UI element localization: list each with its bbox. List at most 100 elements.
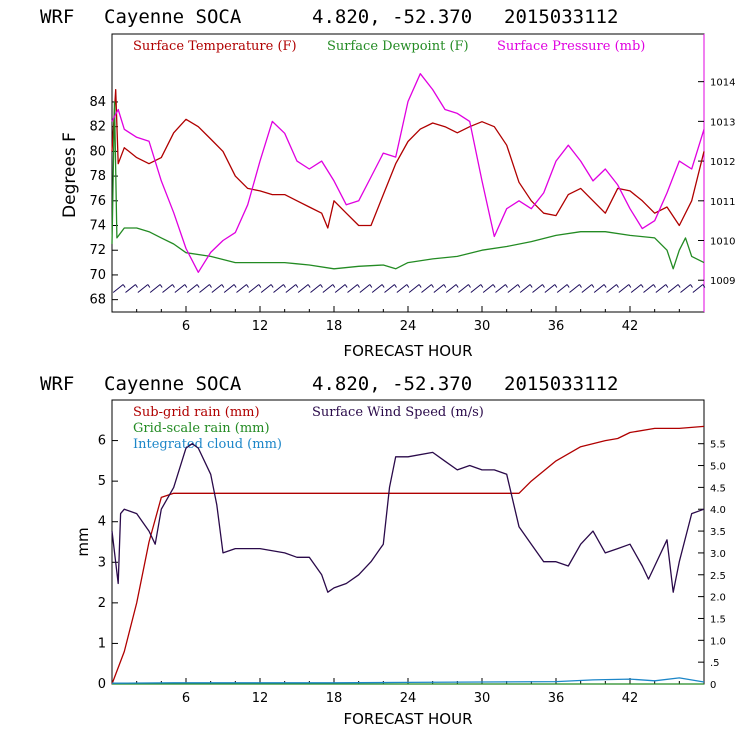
wind-barb-flag (554, 284, 558, 288)
y2-tick-label: 1012 (710, 157, 735, 168)
panel2-header-model: WRF (40, 373, 74, 395)
wind-barb (618, 284, 630, 293)
wind-barb-flag (566, 284, 570, 288)
subgrid-rain-line (111, 425, 705, 685)
panel1-y-ticks: 68 70 72 74 76 78 80 82 84 (89, 95, 118, 308)
panel2-y-ticks: 0 1 2 3 4 5 6 (98, 434, 118, 692)
wind-barb-flag (381, 284, 385, 288)
wind-barb-flag (702, 284, 706, 288)
panel2-series (111, 425, 705, 685)
y-tick-label: 4 (98, 515, 106, 530)
y-tick-label: 80 (89, 144, 106, 159)
wind-barb-flag (480, 284, 484, 288)
panel1-header-run: 2015033112 (504, 6, 618, 28)
legend-wind-speed: Surface Wind Speed (m/s) (312, 405, 484, 420)
panel2-y2-ticks: 0 .5 1.0 1.5 2.0 2.5 3.0 3.5 4.0 4.5 5.0 5.5 (698, 440, 726, 691)
wind-barb-flag (628, 284, 632, 288)
wind-barb-flag (443, 284, 447, 288)
x-tick-label: 18 (326, 319, 343, 334)
y2-tick-label: 3.5 (710, 527, 726, 538)
wind-barb-flag (295, 284, 299, 288)
wind-barb (371, 284, 383, 293)
x-tick-label: 18 (326, 691, 343, 706)
y-tick-label: 3 (98, 555, 106, 570)
wind-barb-flag (455, 284, 459, 288)
wind-barb (322, 284, 334, 293)
panel1-y2-ticks: 1009 1010 1011 1012 1013 1014 (698, 78, 735, 287)
wind-barb (149, 284, 161, 293)
wind-barb (310, 284, 321, 293)
legend-dewpoint: Surface Dewpoint (F) (327, 39, 469, 54)
wind-barb-flag (332, 284, 336, 288)
wind-barb (458, 284, 469, 293)
legend-subgrid-rain: Sub-grid rain (mm) (133, 405, 260, 420)
legend-integrated-cloud: Integrated cloud (mm) (133, 437, 282, 452)
pressure-line (111, 73, 705, 273)
y2-tick-label: 1013 (710, 117, 735, 128)
y-tick-label: 84 (89, 95, 106, 110)
wind-barb (433, 284, 445, 293)
panel1-xlabel: FORECAST HOUR (343, 342, 472, 360)
wind-barb (569, 284, 580, 293)
wind-barb-flag (653, 284, 656, 288)
y2-tick-label: 1014 (710, 78, 735, 89)
wind-barb (297, 284, 309, 293)
wind-barb-flag (665, 284, 669, 288)
panel1-frame (111, 33, 705, 313)
wind-barb-flag (616, 284, 619, 288)
wind-barb-flag (135, 284, 138, 288)
wind-barb-flag (270, 284, 274, 288)
x-tick-label: 36 (548, 319, 565, 334)
wind-barb (495, 284, 506, 293)
wind-barb-flag (591, 284, 595, 288)
wind-barb-flag (394, 284, 397, 288)
y-tick-label: 68 (89, 293, 106, 308)
panel-precipitation: WRF Cayenne SOCA 4.820, -52.370 20150331… (40, 373, 726, 728)
wind-barb-flag (147, 284, 151, 288)
temperature-line (111, 88, 705, 229)
y-tick-label: 6 (98, 434, 106, 449)
wind-barb (556, 284, 568, 293)
wind-barb (445, 284, 457, 293)
y2-tick-label: 5.0 (710, 462, 726, 473)
wind-barb (174, 284, 186, 293)
y2-tick-label: 5.5 (710, 440, 726, 451)
x-tick-label: 42 (622, 691, 639, 706)
wind-barb (507, 284, 519, 293)
panel2-header-station: Cayenne SOCA (104, 373, 242, 395)
wind-barb (211, 284, 223, 293)
wind-barb (112, 284, 124, 293)
wind-barb-flag (505, 284, 508, 288)
wind-barb-flag (258, 284, 262, 288)
wind-barb (593, 284, 605, 293)
wind-barb-flag (357, 284, 360, 288)
wind-barb-flag (603, 284, 607, 288)
wind-speed-line (111, 443, 705, 593)
wind-barb (162, 284, 173, 293)
x-tick-label: 30 (474, 691, 491, 706)
wind-barb-flag (418, 284, 422, 288)
y-tick-label: 78 (89, 169, 106, 184)
wind-barb-flag (221, 284, 225, 288)
wind-barb (137, 284, 149, 293)
y2-tick-label: 1.0 (710, 636, 726, 647)
wind-barb-flag (172, 284, 175, 288)
wind-barb-flag (579, 284, 582, 288)
wind-barb-flag (529, 284, 533, 288)
wind-barb-flag (431, 284, 434, 288)
wind-barb-flag (209, 284, 212, 288)
wind-barb (396, 284, 408, 293)
y-tick-label: 76 (89, 194, 106, 209)
wind-barb (655, 284, 667, 293)
y2-tick-label: 1.5 (710, 614, 726, 625)
x-tick-label: 6 (182, 319, 190, 334)
wind-barb (408, 284, 420, 293)
x-tick-label: 42 (622, 319, 639, 334)
dewpoint-line (111, 101, 705, 270)
wind-barb-flag (640, 284, 644, 288)
x-tick-label: 36 (548, 691, 565, 706)
wind-barb (470, 284, 482, 293)
x-tick-label: 24 (400, 319, 417, 334)
wind-barb (236, 284, 247, 293)
panel2-xlabel: FORECAST HOUR (343, 710, 472, 728)
